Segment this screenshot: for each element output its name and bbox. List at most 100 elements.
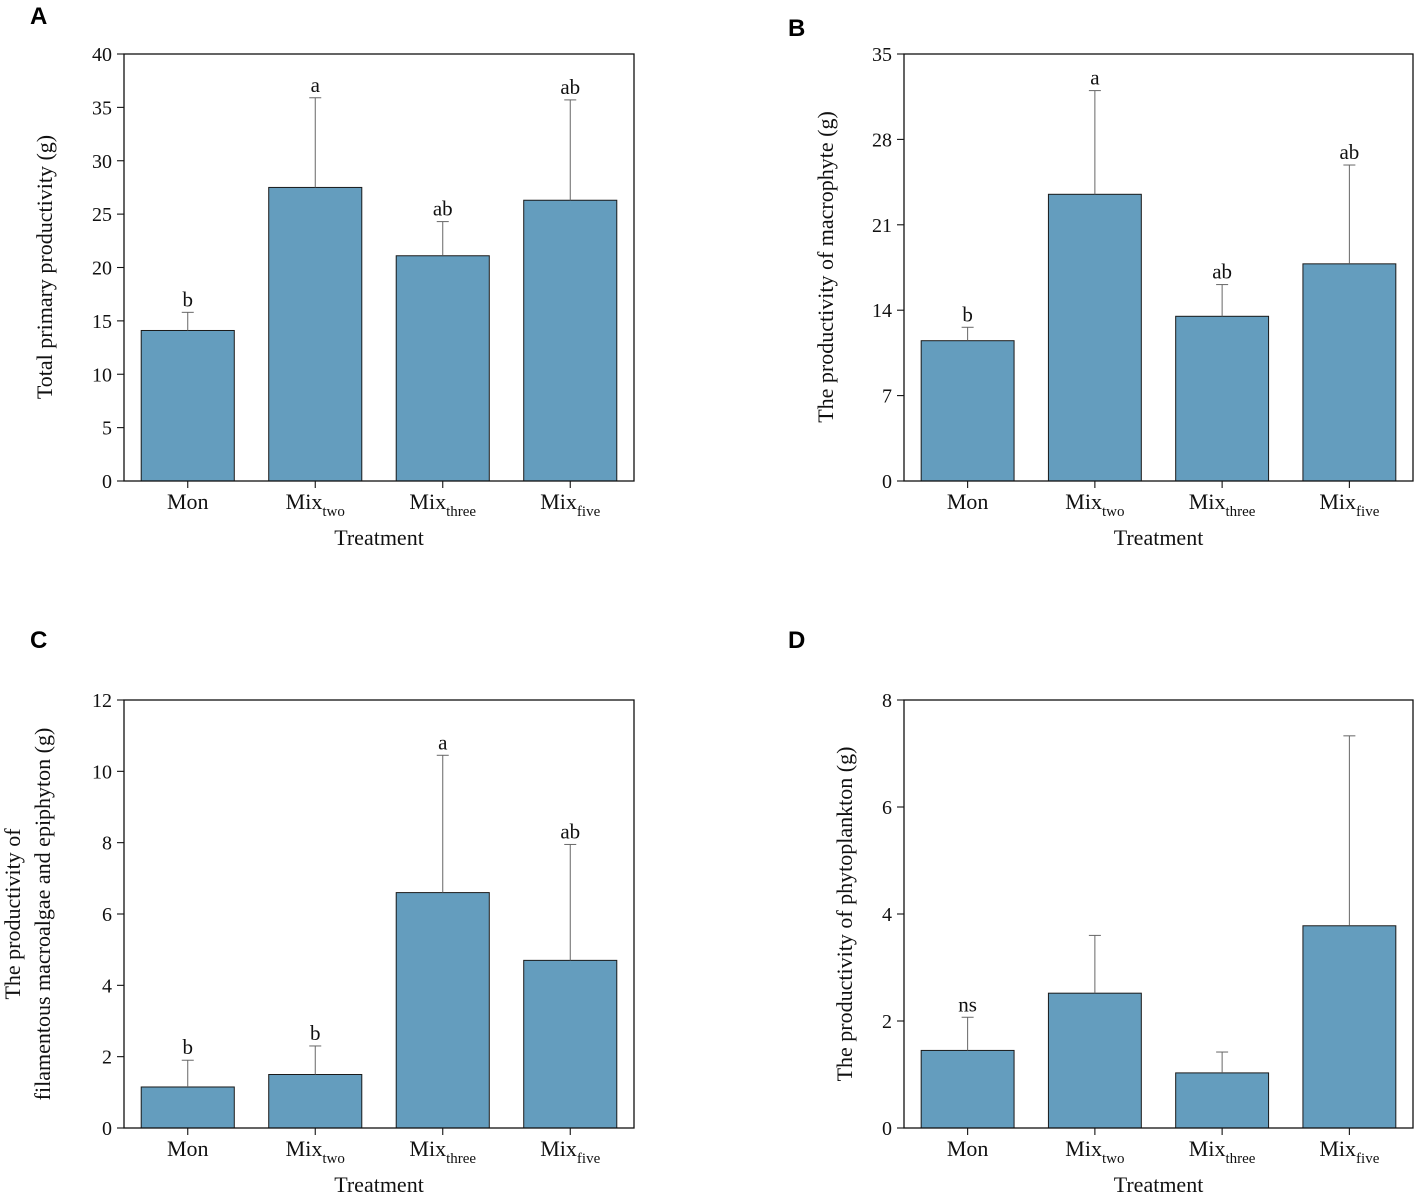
x-category-base: Mix	[409, 1136, 446, 1161]
significance-label: b	[310, 1021, 321, 1045]
significance-label: b	[183, 1035, 194, 1059]
bar	[395, 255, 490, 482]
x-category-label: Mixtwo	[286, 1136, 345, 1167]
x-category-subscript: two	[322, 504, 345, 520]
bar	[1302, 925, 1397, 1129]
bar	[920, 1049, 1015, 1129]
y-tick-label: 0	[102, 1118, 112, 1140]
bar	[1302, 263, 1397, 482]
y-tick-label: 25	[92, 204, 112, 226]
x-category-base: Mix	[286, 489, 323, 514]
y-tick-label: 10	[92, 761, 112, 783]
y-tick-label: 6	[882, 797, 892, 819]
plot-frame	[903, 699, 1414, 1129]
y-tick-label: 10	[92, 364, 112, 386]
y-tick-label: 15	[92, 311, 112, 333]
x-category-label: Mon	[167, 1136, 209, 1161]
plot-frame	[123, 699, 635, 1129]
bar	[1175, 315, 1270, 482]
y-axis-title-line: filamentous macroalgae and epiphyton (g)	[30, 728, 55, 1101]
plot-frame	[123, 53, 635, 482]
significance-label: b	[183, 287, 194, 311]
y-axis-title: The productivity of filamentous macroalga…	[0, 728, 55, 1101]
y-tick-label: 35	[872, 44, 892, 66]
x-category-label: Mixfive	[1319, 1136, 1379, 1167]
x-category-label: Mixtwo	[1065, 489, 1124, 520]
y-axis-title: The productivity of macrophyte (g)	[813, 111, 838, 423]
x-category-base: Mix	[1319, 489, 1356, 514]
x-category-base: Mix	[540, 1136, 577, 1161]
y-tick-label: 6	[102, 904, 112, 926]
x-category-base: Mix	[1319, 1136, 1356, 1161]
y-tick-label: 0	[102, 471, 112, 493]
bar	[920, 340, 1015, 482]
x-category-base: Mix	[1189, 489, 1226, 514]
y-tick-label: 8	[882, 690, 892, 712]
panel-a-plot: 0510152025303540bMonaMixtwoabMixthreeabM…	[32, 44, 635, 550]
x-category-subscript: two	[1102, 504, 1125, 520]
panel-c-letter: C	[30, 627, 47, 654]
y-tick-label: 2	[102, 1047, 112, 1069]
y-tick-label: 28	[872, 129, 892, 151]
significance-label: a	[438, 730, 448, 754]
x-category-label: Mixtwo	[1065, 1136, 1124, 1167]
x-category-subscript: five	[577, 1151, 601, 1167]
x-category-base: Mix	[1065, 489, 1102, 514]
bar	[140, 329, 235, 482]
y-tick-label: 12	[92, 690, 112, 712]
bar	[523, 199, 618, 482]
y-tick-label: 4	[882, 904, 892, 926]
x-category-subscript: five	[1356, 1151, 1380, 1167]
x-category-base: Mix	[1189, 1136, 1226, 1161]
y-axis-title: Total primary productivity (g)	[32, 135, 57, 399]
bar	[1047, 193, 1142, 482]
bar	[1047, 992, 1142, 1129]
y-tick-label: 2	[882, 1011, 892, 1033]
y-axis-title: The productivity of phytoplankton (g)	[832, 747, 857, 1082]
x-category-subscript: five	[577, 504, 601, 520]
y-tick-label: 0	[882, 471, 892, 493]
y-axis-title-line: The productivity of	[0, 828, 25, 1000]
y-tick-label: 5	[102, 418, 112, 440]
y-tick-label: 14	[872, 300, 892, 322]
significance-label: ab	[1212, 260, 1232, 284]
x-category-label: Mon	[947, 489, 989, 514]
significance-label: ab	[560, 819, 580, 843]
significance-label: ab	[560, 75, 580, 99]
significance-label: a	[311, 73, 321, 97]
panel-b-plot: 0714212835bMonaMixtwoabMixthreeabMixfive…	[813, 44, 1414, 550]
panel-d-letter: D	[788, 627, 805, 654]
significance-label: a	[1090, 66, 1100, 90]
bar	[268, 186, 363, 482]
x-category-label: Mixtwo	[286, 489, 345, 520]
y-tick-label: 30	[92, 151, 112, 173]
x-category-label: Mixfive	[540, 489, 600, 520]
x-category-subscript: three	[1225, 1151, 1255, 1167]
significance-label: ab	[433, 197, 453, 221]
panel-a: A 0510152025303540bMonaMixtwoabMixthreea…	[30, 3, 635, 550]
x-axis-title: Treatment	[1114, 1172, 1204, 1197]
x-category-base: Mix	[540, 489, 577, 514]
panel-b-letter: B	[788, 15, 805, 42]
plot-frame	[903, 53, 1414, 482]
y-tick-label: 20	[92, 258, 112, 280]
y-tick-label: 21	[872, 215, 892, 237]
significance-label: ns	[958, 992, 977, 1016]
bar	[140, 1086, 235, 1129]
x-category-label: Mon	[167, 489, 209, 514]
x-category-subscript: five	[1356, 504, 1380, 520]
x-category-label: Mon	[947, 1136, 989, 1161]
x-category-base: Mon	[947, 489, 989, 514]
x-category-subscript: three	[446, 1151, 476, 1167]
x-category-label: Mixfive	[1319, 489, 1379, 520]
x-axis-title: Treatment	[334, 525, 424, 550]
x-category-label: Mixthree	[409, 489, 476, 520]
x-axis-title: Treatment	[334, 1172, 424, 1197]
y-tick-label: 4	[102, 975, 112, 997]
x-category-subscript: three	[1225, 504, 1255, 520]
x-axis-title: Treatment	[1114, 525, 1204, 550]
x-category-base: Mon	[167, 489, 209, 514]
panel-a-letter: A	[30, 3, 47, 30]
